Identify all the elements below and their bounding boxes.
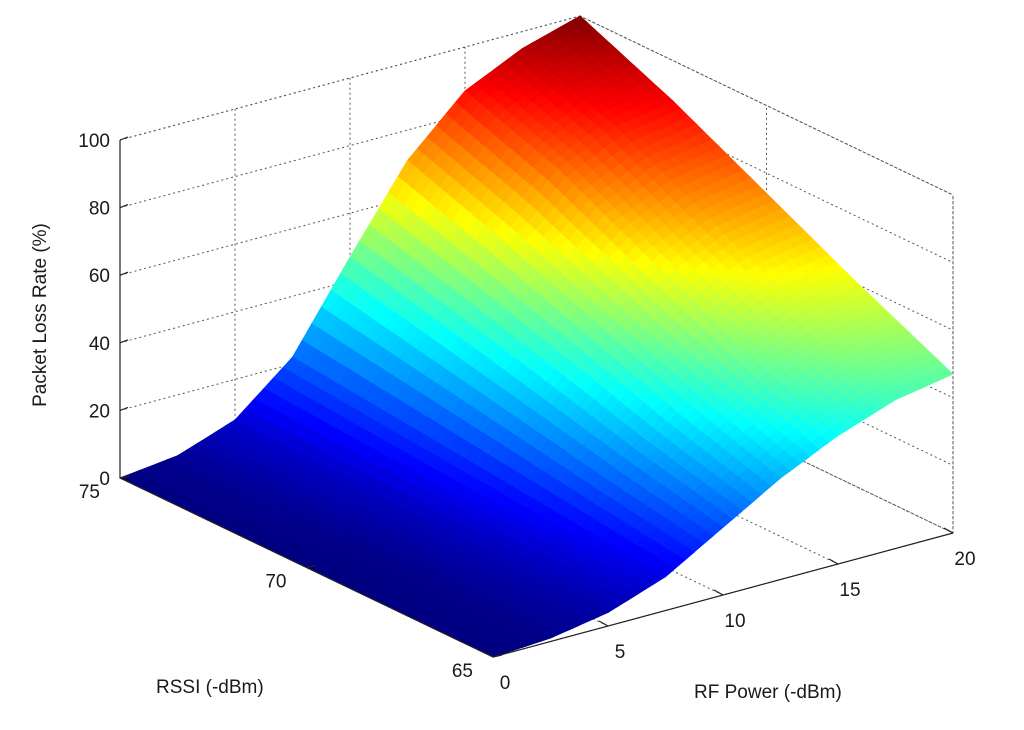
x-tick bbox=[598, 620, 609, 627]
x-tick-label: 5 bbox=[615, 642, 626, 663]
surface-plot bbox=[118, 15, 954, 658]
grid-line bbox=[579, 15, 954, 196]
y-axis-title: RSSI (-dBm) bbox=[156, 677, 264, 698]
x-tick-label: 10 bbox=[724, 611, 745, 632]
z-tick-label: 40 bbox=[89, 334, 110, 355]
x-tick-label: 15 bbox=[839, 580, 860, 601]
y-tick-label: 70 bbox=[265, 572, 286, 593]
x-axis-title: RF Power (-dBm) bbox=[694, 682, 842, 703]
z-tick bbox=[119, 136, 129, 141]
x-tick bbox=[713, 589, 724, 596]
x-tick-label: 20 bbox=[954, 549, 975, 570]
y-tick bbox=[492, 654, 503, 658]
z-tick bbox=[119, 406, 129, 411]
y-tick-label: 65 bbox=[452, 661, 473, 682]
x-tick bbox=[828, 558, 839, 565]
z-tick bbox=[119, 339, 129, 344]
z-tick-label: 60 bbox=[89, 266, 110, 287]
z-tick-label: 80 bbox=[89, 199, 110, 220]
axes bbox=[119, 136, 954, 658]
z-tick bbox=[119, 271, 129, 276]
z-tick-label: 0 bbox=[99, 469, 110, 490]
tick-labels: 0 20 40 60 80 100 75 70 65 0 5 10 15 20 bbox=[78, 131, 975, 694]
z-tick-label: 20 bbox=[89, 401, 110, 422]
z-tick bbox=[119, 204, 129, 209]
y-tick bbox=[119, 475, 130, 479]
z-tick-label: 100 bbox=[78, 131, 110, 152]
y-tick-label: 75 bbox=[79, 482, 100, 503]
y-tick bbox=[306, 564, 316, 569]
x-tick bbox=[483, 651, 494, 658]
z-axis-title: Packet Loss Rate (%) bbox=[30, 223, 51, 407]
x-tick bbox=[943, 527, 954, 534]
x-tick-label: 0 bbox=[500, 673, 511, 694]
